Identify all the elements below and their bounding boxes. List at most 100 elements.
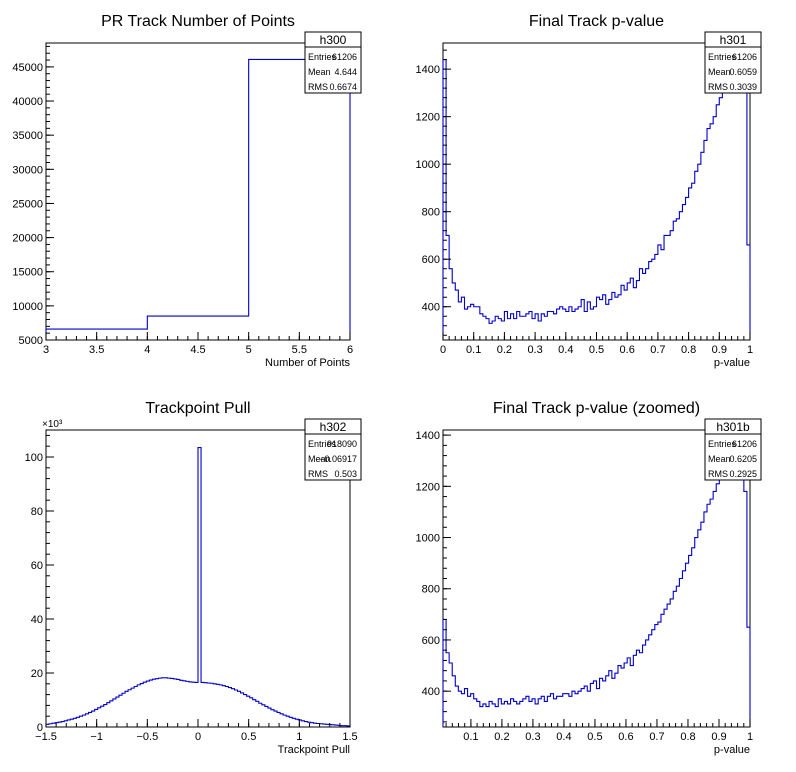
histogram-bin (732, 453, 735, 727)
histogram-bin (82, 715, 85, 727)
histogram-bin (338, 725, 341, 727)
histogram-bin (735, 67, 738, 340)
y-tick-label: 35000 (12, 130, 43, 142)
histogram-bin (247, 696, 250, 727)
histogram-bin (587, 691, 590, 727)
histogram-bin (231, 689, 234, 727)
x-tick-label: 0.9 (712, 344, 727, 356)
histogram-bin (649, 262, 652, 340)
x-tick-label: 3.5 (89, 344, 104, 356)
histogram-panel-h301: Final Track p-value 0 0.1 0.2 0.3 0.4 0.5 0.6 0.… (416, 13, 762, 369)
stats-value: 0.503 (334, 469, 357, 479)
histogram-bin (326, 724, 329, 727)
histogram-bin (569, 307, 572, 340)
histogram-bin (98, 708, 101, 727)
histogram-bin (698, 530, 701, 727)
histogram-bin (143, 682, 146, 727)
x-tick-label: 0.4 (556, 731, 571, 743)
histogram-bin (713, 117, 716, 340)
histogram-bin (686, 563, 689, 727)
histogram-bin (535, 704, 538, 727)
histogram-bin (643, 645, 646, 727)
histogram-bin (180, 680, 183, 727)
histogram-bin (689, 188, 692, 340)
histogram-bin (295, 719, 298, 727)
histogram-bin (695, 171, 698, 340)
histogram-bin (523, 699, 526, 727)
stats-box-frame (304, 31, 362, 94)
histogram-bin (201, 682, 204, 727)
stats-label: Mean (308, 67, 331, 77)
stats-label: RMS (708, 82, 728, 92)
histogram-bin (744, 491, 747, 727)
x-axis-label: Trackpoint Pull (278, 744, 350, 756)
histogram-bin (504, 701, 507, 727)
stats-box-title: h301 (720, 33, 747, 47)
histogram-bin (600, 678, 603, 727)
stats-value: 4.644 (334, 67, 357, 77)
histogram-bin (658, 622, 661, 727)
histogram-bin (277, 712, 280, 727)
histogram-bin (738, 461, 741, 727)
histogram-bin (461, 694, 464, 727)
histogram-panel-h300: PR Track Number of Points 3 3.5 4 4.5 5 5.5 6 50… (12, 13, 362, 369)
histogram-bin (692, 183, 695, 340)
histogram-bin (630, 666, 633, 727)
histogram-bin (679, 579, 682, 728)
y-tick-label: 10000 (12, 301, 43, 313)
histogram-bin (735, 450, 738, 727)
histogram-bin (643, 273, 646, 340)
histogram-bin (722, 468, 725, 727)
histogram-bin (664, 609, 667, 727)
histogram-bin (603, 681, 606, 727)
histogram-bin (301, 721, 304, 727)
y-tick-label: 25000 (12, 198, 43, 210)
y-tick-label: 1000 (416, 159, 440, 171)
x-tick-label: 0.1 (466, 344, 481, 356)
histogram-bin (560, 696, 563, 727)
histogram-bin (557, 309, 560, 340)
histogram-bin (575, 309, 578, 340)
x-axis-label: p-value (714, 744, 750, 756)
y-tick-label: 15000 (12, 267, 43, 279)
histogram-bin (517, 704, 520, 727)
histogram-bin (667, 604, 670, 727)
histogram-bins (46, 448, 350, 727)
histogram-bin (649, 635, 652, 727)
histogram-bin (695, 538, 698, 727)
histogram-bin (682, 571, 685, 727)
x-tick-label: 0.6 (618, 731, 633, 743)
histogram-bin (474, 699, 477, 727)
histogram-bin (664, 235, 667, 340)
histogram-outline (442, 59, 751, 340)
histogram-bin (538, 699, 541, 727)
histogram-bin (219, 685, 222, 727)
histogram-bin (262, 705, 265, 727)
histogram-bin (560, 307, 563, 340)
histogram-bin (110, 701, 113, 727)
histogram-bin (747, 627, 750, 727)
x-tick-label: −1.5 (35, 731, 57, 743)
histogram-bin (134, 687, 137, 728)
histogram-bin (207, 683, 210, 727)
histogram-bin (661, 250, 664, 340)
histogram-bin (58, 722, 61, 727)
y-tick-label: 800 (422, 207, 440, 219)
histogram-bin (168, 678, 171, 727)
y-tick-label: 1200 (416, 112, 440, 124)
histogram-bin (670, 231, 673, 340)
stats-label: RMS (708, 469, 728, 479)
histogram-bin (547, 696, 550, 727)
histogram-panel-h301b: Final Track p-value (zoomed) 0.1 0.2 0.3 0.4… (416, 400, 762, 756)
x-tick-label: 0.2 (497, 344, 512, 356)
histogram-bin (152, 679, 155, 727)
histogram-bin (464, 309, 467, 340)
histogram-bin (137, 685, 140, 727)
histogram-bin (639, 269, 642, 340)
histogram-bin (526, 696, 529, 727)
histogram-bin (250, 698, 253, 727)
histogram-bin (627, 283, 630, 340)
stats-box-title: h302 (320, 420, 347, 434)
histogram-bin (655, 254, 658, 340)
